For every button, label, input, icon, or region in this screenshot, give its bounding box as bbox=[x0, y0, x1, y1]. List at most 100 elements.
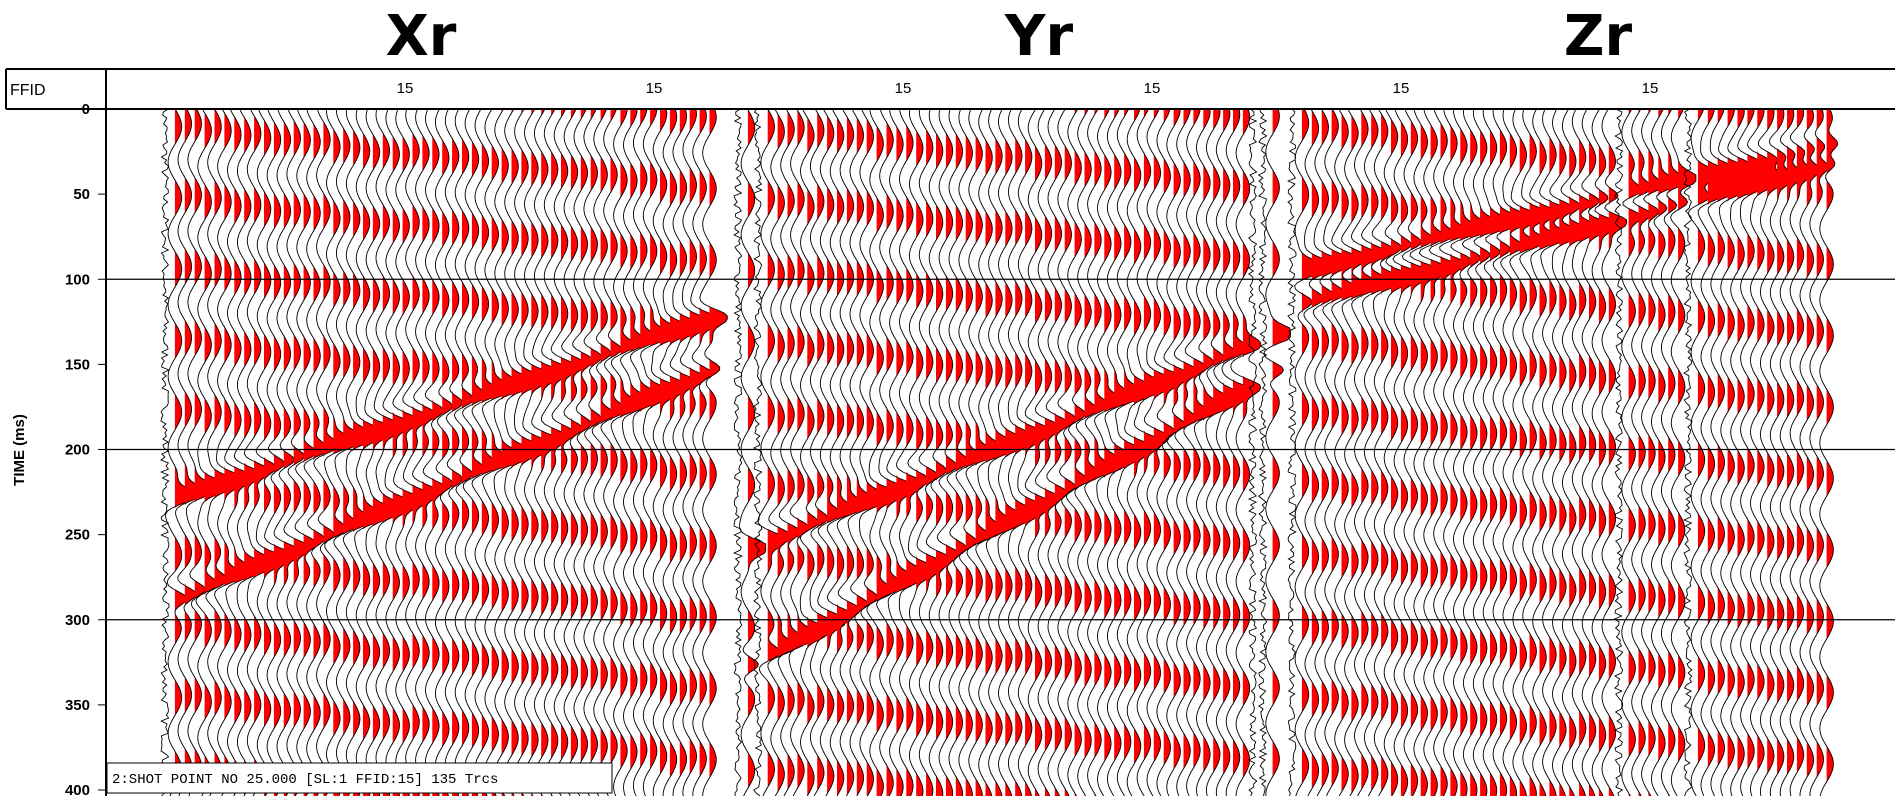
trace-wiggle bbox=[264, 110, 293, 796]
trace-fill bbox=[1490, 110, 1508, 796]
trace-wiggle bbox=[333, 110, 362, 796]
trace-wiggle bbox=[540, 110, 570, 796]
trace-wiggle bbox=[165, 110, 194, 796]
trace-fill bbox=[343, 110, 361, 796]
trace-fill bbox=[402, 110, 421, 796]
trace-wiggle bbox=[1758, 110, 1786, 796]
trace-wiggle bbox=[799, 110, 826, 796]
trace-wiggle bbox=[1312, 110, 1340, 796]
trace-wiggle bbox=[1341, 110, 1370, 796]
trace-fill bbox=[926, 110, 944, 796]
trace-wiggle bbox=[732, 110, 744, 796]
trace-fill bbox=[916, 110, 934, 796]
trace-wiggle bbox=[1529, 110, 1558, 796]
time-tick-label: 50 bbox=[73, 186, 90, 203]
trace-fill bbox=[709, 110, 728, 796]
trace-wiggle bbox=[1193, 110, 1222, 796]
trace-fill bbox=[876, 110, 895, 796]
trace-wiggle bbox=[1230, 110, 1262, 796]
trace-fill bbox=[422, 110, 440, 796]
trace-wiggle bbox=[1247, 110, 1258, 796]
trace-fill bbox=[273, 110, 292, 796]
trace-fill bbox=[244, 110, 262, 796]
trace-fill bbox=[1539, 110, 1558, 796]
trace-wiggle bbox=[1631, 110, 1653, 796]
trace-wiggle bbox=[1057, 110, 1077, 796]
trace-wiggle bbox=[1401, 110, 1430, 796]
trace-fill bbox=[1509, 110, 1528, 796]
trace-wiggle bbox=[946, 110, 970, 796]
trace-fill bbox=[1589, 110, 1607, 796]
trace-fill bbox=[1598, 110, 1617, 796]
trace-fill bbox=[886, 110, 905, 796]
trace-wiggle bbox=[402, 110, 431, 796]
trace-wiggle bbox=[600, 110, 627, 796]
trace-wiggle bbox=[1173, 110, 1198, 796]
trace-fill bbox=[1035, 110, 1053, 796]
trace-wiggle bbox=[907, 110, 935, 796]
trace-wiggle bbox=[1688, 110, 1717, 796]
time-tick-label: 150 bbox=[65, 356, 90, 373]
ffid-label: 15 bbox=[1144, 80, 1161, 97]
trace-wiggle bbox=[572, 110, 594, 796]
trace-wiggle bbox=[531, 110, 560, 796]
panel-title: Xr bbox=[386, 4, 457, 69]
trace-fill bbox=[1213, 110, 1231, 796]
time-tick-label: 350 bbox=[65, 697, 90, 714]
trace-fill bbox=[1311, 110, 1330, 796]
trace-wiggle bbox=[1809, 110, 1829, 796]
trace-fill bbox=[511, 110, 530, 796]
trace-wiggle bbox=[826, 110, 855, 796]
time-axis-label: TIME (ms) bbox=[11, 414, 28, 486]
trace-fill bbox=[846, 110, 865, 796]
trace-fill bbox=[679, 110, 698, 796]
trace-fill bbox=[541, 110, 559, 796]
trace-wiggle bbox=[1351, 110, 1380, 796]
trace-wiggle bbox=[233, 110, 263, 796]
trace-wiggle bbox=[1683, 110, 1693, 796]
trace-fill bbox=[699, 110, 718, 796]
trace-wiggle bbox=[1613, 110, 1624, 796]
trace-wiggle bbox=[1205, 110, 1232, 796]
trace-wiggle bbox=[412, 110, 441, 796]
trace-wiggle bbox=[1213, 110, 1242, 796]
status-bar: 2:SHOT POINT NO 25.000 [SL:1 FFID:15] 13… bbox=[106, 762, 613, 794]
trace-fill bbox=[204, 110, 223, 796]
trace-fill bbox=[1301, 110, 1320, 796]
trace-wiggle bbox=[550, 110, 579, 796]
panel-title: Yr bbox=[1004, 4, 1074, 69]
ffid-label: 15 bbox=[397, 80, 414, 97]
trace-fill bbox=[491, 110, 510, 796]
trace-wiggle bbox=[1660, 110, 1687, 796]
trace-wiggle bbox=[1263, 110, 1291, 796]
trace-fill bbox=[1233, 110, 1251, 796]
trace-wiggle bbox=[444, 110, 464, 796]
trace-wiggle bbox=[809, 110, 836, 796]
ffid-label: 15 bbox=[1393, 80, 1410, 97]
trace-wiggle bbox=[659, 110, 689, 796]
trace-fill bbox=[1638, 110, 1652, 796]
trace-fill bbox=[689, 110, 708, 796]
trace-fill bbox=[1420, 110, 1439, 796]
trace-fill bbox=[1787, 110, 1805, 796]
trace-wiggle bbox=[561, 110, 586, 796]
trace-fill bbox=[1114, 110, 1132, 796]
trace-wiggle bbox=[679, 110, 708, 796]
trace-fill bbox=[372, 110, 391, 796]
trace-wiggle bbox=[175, 110, 204, 796]
trace-fill bbox=[1351, 110, 1370, 796]
trace-wiggle bbox=[1651, 110, 1677, 796]
trace-wiggle bbox=[1183, 110, 1210, 796]
trace-fill bbox=[1826, 110, 1838, 796]
trace-wiggle bbox=[669, 110, 699, 796]
trace-fill bbox=[610, 110, 626, 796]
trace-fill bbox=[866, 110, 885, 796]
trace-wiggle bbox=[273, 110, 303, 796]
trace-fill bbox=[1480, 110, 1498, 796]
trace-fill bbox=[1549, 110, 1568, 796]
trace-fill bbox=[660, 110, 678, 796]
trace-fill bbox=[194, 110, 213, 796]
trace-wiggle bbox=[1371, 110, 1400, 796]
trace-wiggle bbox=[342, 110, 372, 796]
